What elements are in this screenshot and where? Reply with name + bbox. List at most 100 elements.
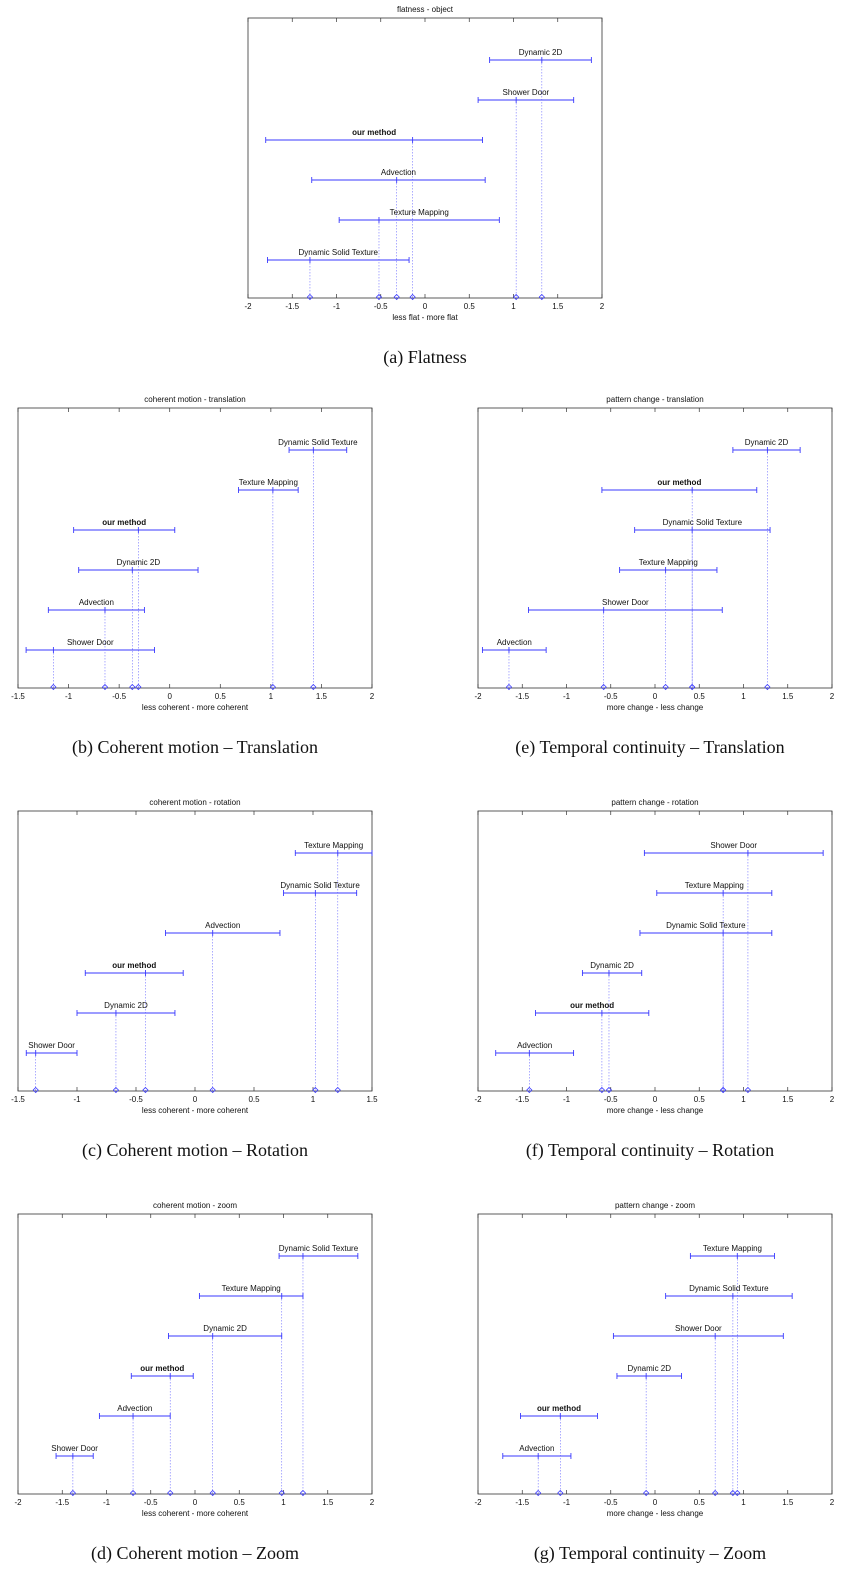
interval-label: Dynamic Solid Texture [666,921,746,930]
x-tick-label: -1.5 [11,692,25,701]
x-tick-label: -1 [563,1095,571,1104]
mean-marker [720,1086,727,1094]
interval-label: Dynamic Solid Texture [663,518,743,527]
x-tick-label: 0.5 [234,1498,246,1507]
x-tick-label: 1 [281,1498,286,1507]
x-tick-label: 1 [741,692,746,701]
interval-label: Texture Mapping [390,208,449,217]
chart-panel-b: coherent motion - translation -1.5 -1 -0.5 0… [0,390,390,720]
mean-marker [764,683,771,691]
interval-label: Dynamic Solid Texture [278,438,358,447]
interval-label: our method [657,478,701,487]
interval-label: Advection [519,1444,554,1453]
chart-b: coherent motion - translation -1.5 -1 -0.5 0… [11,395,375,712]
x-axis-label: less coherent - more coherent [142,703,249,712]
chart-d: coherent motion - zoom -2 -1.5 -1 -0.5 0 0.5 1 1… [14,1201,375,1518]
mean-marker [306,293,314,301]
mean-marker [712,1489,719,1497]
x-tick-label: -1 [333,302,341,311]
mean-marker [535,1489,542,1497]
x-tick-label: 1 [511,302,516,311]
x-tick-label: 0.5 [248,1095,260,1104]
x-tick-label: 0.5 [694,1498,706,1507]
x-tick-label: 1.5 [782,1498,794,1507]
chart-title: flatness - object [397,5,454,14]
x-tick-label: 0 [653,1095,658,1104]
mean-marker [299,1489,307,1497]
mean-marker [409,293,416,301]
interval-label: Dynamic Solid Texture [689,1284,769,1293]
x-tick-label: -0.5 [604,1498,618,1507]
interval-label: Texture Mapping [639,558,698,567]
x-tick-label: 1.5 [552,302,564,311]
interval-label: Shower Door [67,638,114,647]
x-tick-label: 0.5 [694,1095,706,1104]
x-axis-label: less flat - more flat [392,313,458,322]
x-tick-label: -0.5 [144,1498,158,1507]
chart-title: pattern change - translation [606,395,703,404]
interval-label: Advection [517,1041,552,1050]
x-tick-label: -2 [474,1095,482,1104]
chart-panel-c: coherent motion - rotation -1.5 -1 -0.5 0 0.5… [0,793,390,1123]
mean-marker [605,1086,613,1094]
x-tick-label: -1.5 [515,1498,529,1507]
interval-label: Dynamic 2D [104,1001,148,1010]
x-tick-label: 1.5 [316,692,328,701]
interval-label: Shower Door [28,1041,75,1050]
chart-title: coherent motion - zoom [153,1201,237,1210]
mean-marker [50,683,57,691]
x-tick-label: 0 [193,1095,198,1104]
mean-marker [526,1086,533,1094]
x-tick-label: 1.5 [366,1095,378,1104]
interval-label: Dynamic 2D [627,1364,671,1373]
x-tick-label: -0.5 [604,1095,618,1104]
interval-label: Texture Mapping [304,841,363,850]
mean-marker [643,1489,650,1497]
interval-label: Advection [205,921,240,930]
mean-marker [135,683,142,691]
mean-marker [278,1489,285,1497]
caption-d: (d) Coherent motion – Zoom [91,1543,299,1563]
chart-a: flatness - object -2 -1.5 -1 -0.5 0 0.5 1 1.5 2 le… [244,5,604,322]
mean-marker [729,1489,736,1497]
caption-b: (b) Coherent motion – Translation [72,737,318,757]
interval-label: Advection [79,598,114,607]
x-axis-label: less coherent - more coherent [142,1509,249,1518]
interval-label: our method [140,1364,184,1373]
x-tick-label: 0.5 [464,302,476,311]
mean-marker [142,1086,149,1094]
x-tick-label: 2 [830,1095,835,1104]
x-axis-label: less coherent - more coherent [142,1106,249,1115]
chart-panel-f: pattern change - rotation -2 -1.5 -1 -0.5 0 0.… [455,793,845,1123]
chart-e: pattern change - translation -2 -1.5 -1 -0.5… [474,395,834,712]
chart-title: coherent motion - translation [144,395,245,404]
x-tick-label: -1 [563,1498,571,1507]
interval-label: Texture Mapping [685,881,744,890]
caption-a: (a) Flatness [383,347,467,367]
x-tick-label: -2 [474,1498,482,1507]
x-tick-label: 1.5 [782,1095,794,1104]
mean-marker [557,1489,564,1497]
x-tick-label: -1 [563,692,571,701]
mean-marker [689,683,696,691]
interval-label: our method [112,961,156,970]
caption-g: (g) Temporal continuity – Zoom [533,1543,767,1563]
x-tick-label: 2 [370,1498,375,1507]
interval-label: our method [352,128,396,137]
x-tick-label: -0.5 [374,302,388,311]
x-tick-label: -0.5 [112,692,126,701]
interval-label: Texture Mapping [703,1244,762,1253]
chart-title: pattern change - rotation [611,798,698,807]
x-tick-label: -1 [73,1095,81,1104]
x-tick-label: 2 [370,692,375,701]
mean-marker [513,293,520,301]
interval-label: Texture Mapping [239,478,298,487]
interval-label: Texture Mapping [222,1284,281,1293]
chart-g: pattern change - zoom -2 -1.5 -1 -0.5 0 0.5 1 1.… [474,1201,834,1518]
interval-label: Shower Door [503,88,550,97]
mean-marker [600,683,607,691]
x-tick-label: -1.5 [55,1498,69,1507]
caption-c: (c) Coherent motion – Rotation [82,1140,308,1160]
x-tick-label: 1.5 [322,1498,334,1507]
x-tick-label: 1 [741,1498,746,1507]
